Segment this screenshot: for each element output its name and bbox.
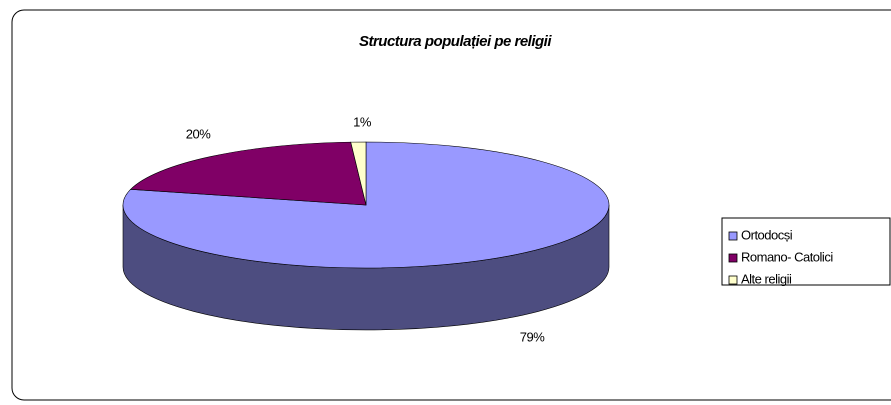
legend-swatch bbox=[728, 275, 738, 285]
data-label: 20% bbox=[186, 126, 211, 141]
legend-label: Alte religii bbox=[741, 271, 792, 286]
data-label: 1% bbox=[353, 114, 372, 129]
data-label: 79% bbox=[520, 329, 545, 344]
legend-box bbox=[721, 217, 891, 286]
pie-slice bbox=[350, 141, 367, 206]
legend-swatch bbox=[728, 253, 738, 263]
legend-swatch bbox=[728, 231, 738, 241]
legend-label: Ortodocși bbox=[741, 227, 793, 242]
pie-slice bbox=[129, 141, 367, 206]
chart-title: Structura populației pe religii bbox=[359, 33, 552, 50]
legend-label: Romano- Catolici bbox=[741, 249, 833, 264]
